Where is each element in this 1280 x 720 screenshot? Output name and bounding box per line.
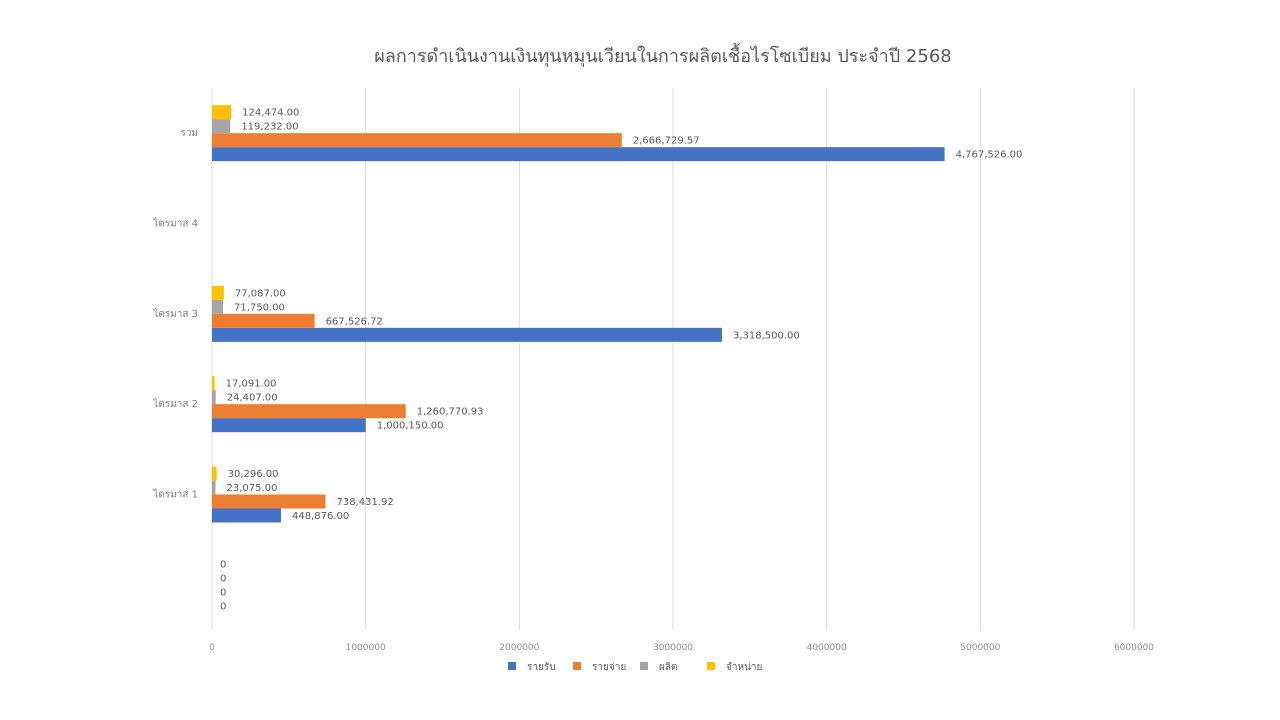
legend-label: จำหน่าย [726,662,762,673]
bar [212,390,216,405]
legend-swatch [573,662,581,670]
data-label: 71,750.00 [234,302,285,313]
bar [212,494,326,509]
bar [212,466,217,481]
gridlines [211,88,1135,630]
data-label: 17,091.00 [226,379,277,390]
data-label: 1,000,150.00 [377,421,444,432]
legend: รายรับ รายจ่าย ผลิต จำหน่าย [508,662,762,673]
x-tick-label: 6000000 [1114,643,1154,653]
data-label: 2,666,729.57 [633,136,700,147]
category-axis: ไตรมาส 1 ไตรมาส 2 ไตรมาส 3 ไตรมาส 4 รวม [152,128,198,500]
data-label: 23,075.00 [227,483,278,494]
bar [212,147,945,162]
x-tick-label: 3000000 [653,643,693,653]
data-label: 30,296.00 [228,469,279,480]
bar [212,299,224,314]
bar [212,327,722,342]
category-label: ไตรมาส 2 [152,398,198,410]
data-label: 3,318,500.00 [733,330,800,341]
data-label: 0 [220,559,226,570]
category-label: ไตรมาส 4 [152,218,198,230]
category-label: ไตรมาส 3 [152,308,198,320]
bars [212,105,945,523]
x-tick-label: 0 [209,643,215,653]
bar [212,105,232,120]
data-labels: 0 0 0 0 448,876.00 738,431.92 23,075.00 30,296.… [220,108,1022,613]
bar [212,508,281,523]
data-label: 0 [220,601,226,612]
legend-swatch [707,662,715,670]
x-tick-label: 5000000 [960,643,1000,653]
data-label: 124,474.00 [242,108,299,119]
bar [212,313,315,328]
data-label: 77,087.00 [235,288,286,299]
x-tick-label: 2000000 [499,643,539,653]
x-tick-label: 1000000 [346,643,386,653]
bar [212,285,224,300]
bar [212,133,622,148]
data-label: 4,767,526.00 [956,150,1023,161]
data-label: 738,431.92 [336,497,393,508]
data-label: 448,876.00 [292,511,349,522]
data-label: 667,526.72 [326,316,383,327]
legend-label: รายจ่าย [592,662,626,673]
data-label: 24,407.00 [227,393,278,404]
data-label: 0 [220,573,226,584]
legend-label: รายรับ [527,662,556,673]
bar [212,119,231,134]
chart-title: ผลการดำเนินงานเงินทุนหมุนเวียนในการผลิตเ… [374,43,951,67]
legend-label: ผลิต [659,662,677,673]
category-label: รวม [180,128,198,139]
bar [212,404,406,419]
data-label: 1,260,770.93 [417,407,484,418]
x-tick-label: 4000000 [807,643,847,653]
data-label: 119,232.00 [241,122,298,133]
data-label: 0 [220,587,226,598]
bar [212,480,216,495]
bar [212,376,215,391]
legend-swatch [640,662,648,670]
value-axis: 0 1000000 2000000 3000000 4000000 5000000 6000… [209,643,1154,653]
bar [212,418,366,433]
legend-swatch [508,662,516,670]
category-label: ไตรมาส 1 [152,489,198,501]
